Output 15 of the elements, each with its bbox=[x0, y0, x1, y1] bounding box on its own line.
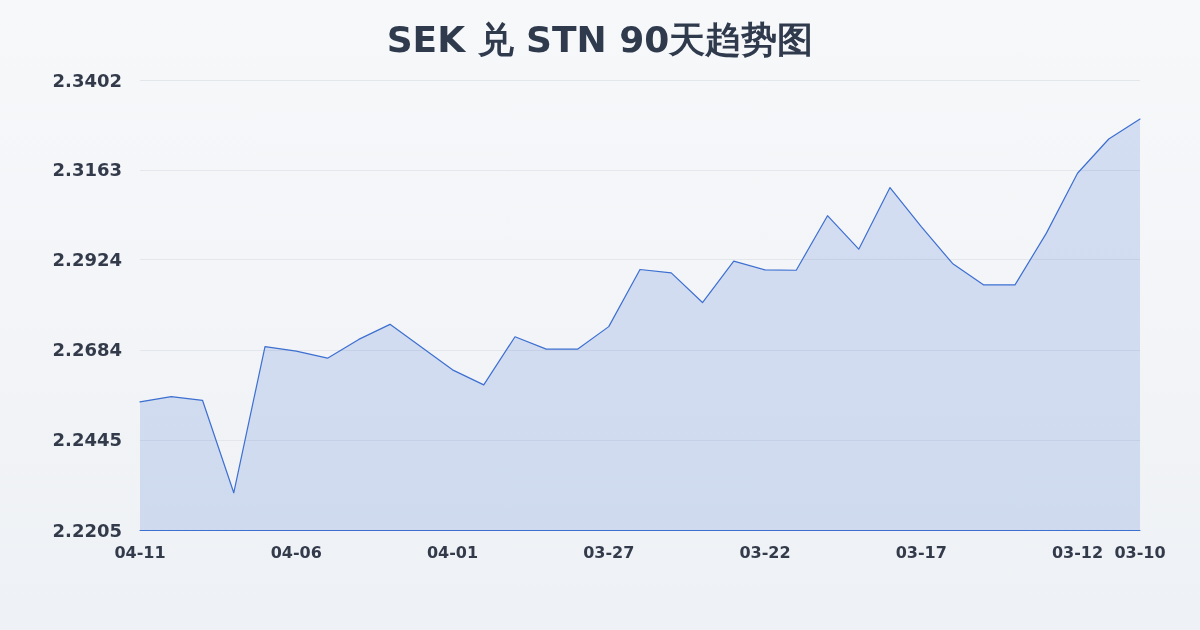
y-tick-label: 2.2445 bbox=[52, 429, 122, 451]
x-tick-label: 04-06 bbox=[270, 542, 322, 562]
chart-title: SEK 兑 STN 90天趋势图 bbox=[386, 18, 814, 60]
y-tick-label: 2.3402 bbox=[52, 69, 122, 91]
y-tick-label: 2.2205 bbox=[52, 519, 122, 541]
y-tick-label: 2.2924 bbox=[52, 249, 122, 271]
x-tick-label: 04-01 bbox=[426, 542, 479, 562]
x-tick-label: 04-11 bbox=[114, 542, 166, 562]
y-tick-label: 2.2684 bbox=[52, 339, 122, 361]
x-tick-label: 03-27 bbox=[583, 542, 635, 562]
x-tick-label: 03-12 bbox=[1051, 542, 1104, 562]
x-tick-label: 03-22 bbox=[739, 542, 791, 562]
y-tick-label: 2.3163 bbox=[52, 159, 122, 181]
x-tick-label: 03-17 bbox=[895, 542, 947, 562]
x-tick-label: 03-10 bbox=[1114, 542, 1166, 562]
